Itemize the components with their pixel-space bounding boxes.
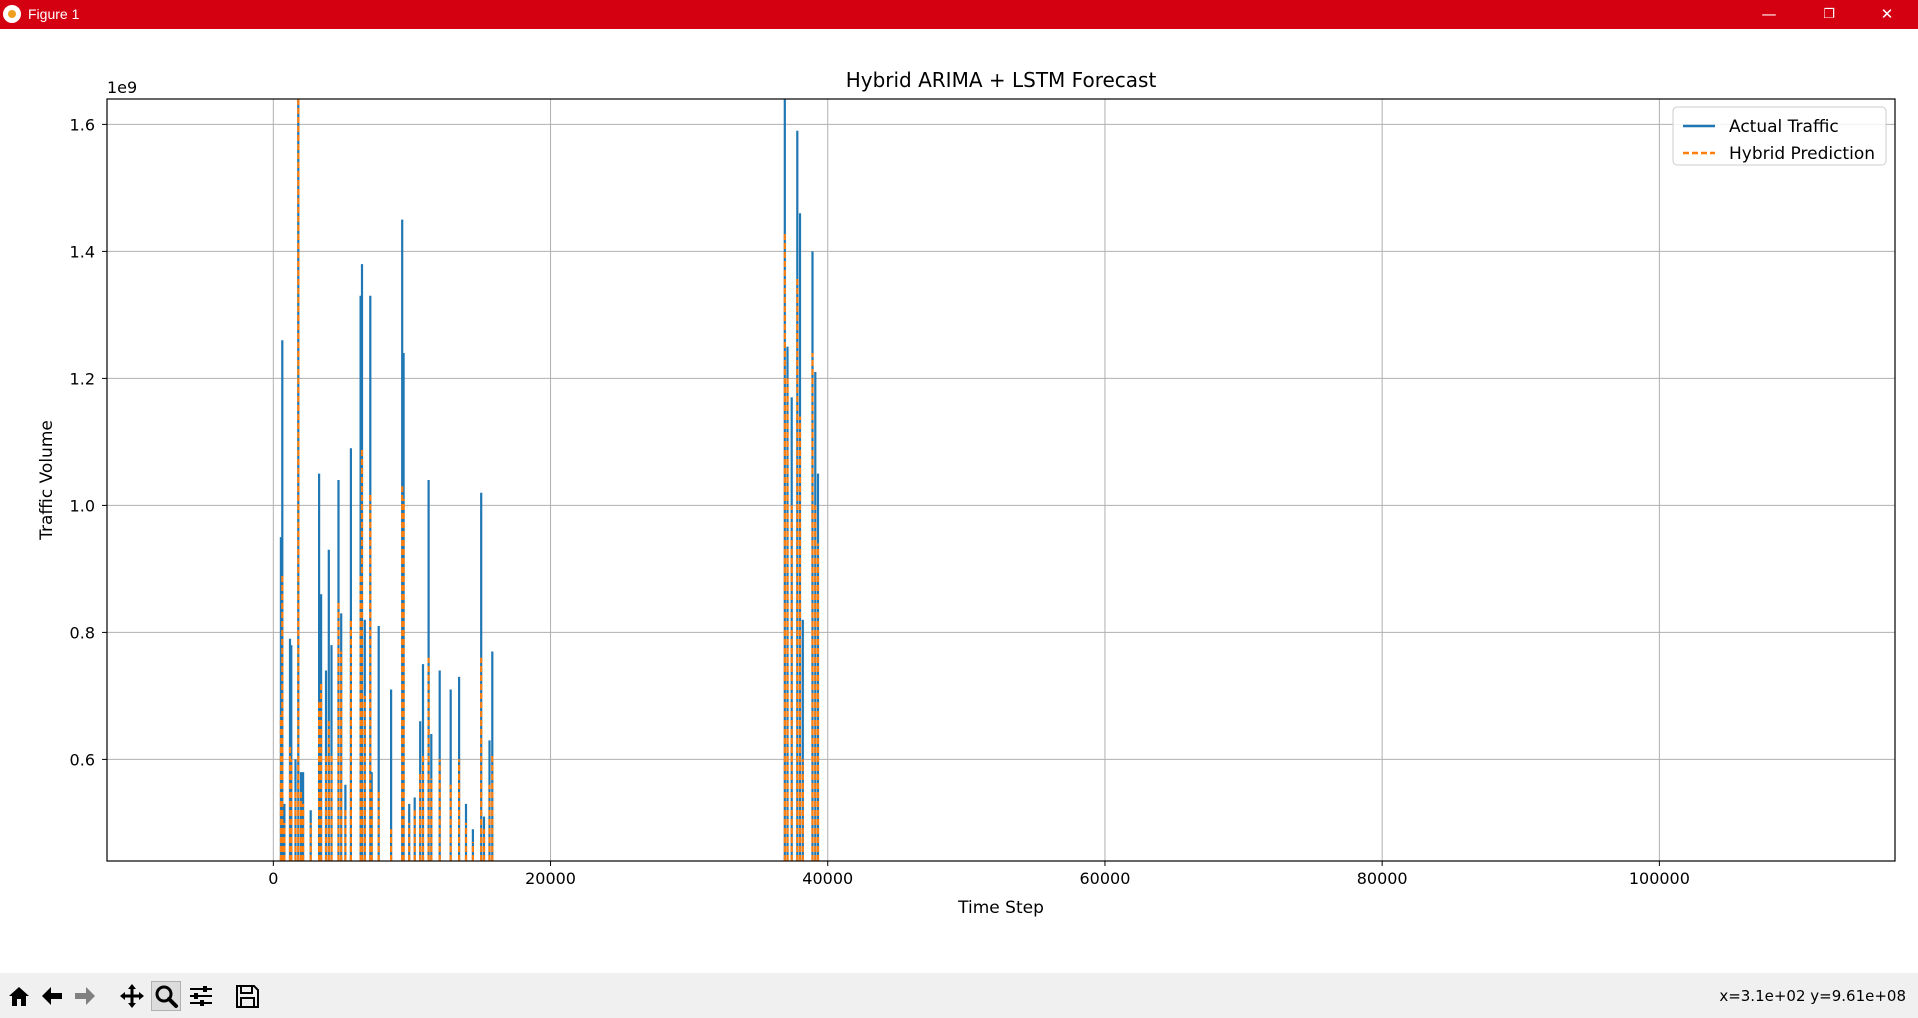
x-tick-label: 0 [268, 869, 278, 888]
chart-title: Hybrid ARIMA + LSTM Forecast [846, 68, 1157, 92]
axes-frame [106, 98, 1896, 862]
forward-button[interactable] [70, 981, 100, 1011]
x-tick-label: 20000 [525, 869, 576, 888]
save-button[interactable] [232, 981, 262, 1011]
legend-label: Hybrid Prediction [1729, 144, 1875, 164]
pan-button[interactable] [117, 981, 147, 1011]
legend-box [1672, 106, 1887, 166]
y-axis-label: Traffic Volume [37, 420, 57, 541]
close-button[interactable]: ✕ [1880, 5, 1894, 23]
zoom-icon [155, 985, 178, 1008]
y-tick-label: 1.4 [70, 242, 95, 261]
minimize-button[interactable]: — [1761, 5, 1777, 23]
y-tick-label: 1.0 [70, 496, 95, 515]
x-tick-label: 100000 [1629, 869, 1690, 888]
legend-label: Actual Traffic [1729, 117, 1839, 137]
y-tick-label: 1.6 [70, 115, 95, 134]
x-tick-label: 40000 [802, 869, 853, 888]
series-hybrid-prediction-line [279, 99, 820, 861]
window-titlebar: Figure 1 — ❐ ✕ [0, 0, 1918, 29]
configure-subplots-button[interactable] [186, 981, 216, 1011]
window-title: Figure 1 [28, 6, 80, 22]
x-tick-label: 60000 [1080, 869, 1131, 888]
pan-icon [120, 984, 144, 1008]
y-tick-label: 1.2 [70, 369, 95, 388]
y-tick-label: 0.6 [70, 750, 95, 769]
y-tick-label: 0.8 [70, 623, 95, 642]
maximize-button[interactable]: ❐ [1823, 7, 1835, 22]
forward-arrow-icon [75, 987, 95, 1005]
matplotlib-app-icon [3, 5, 21, 23]
y-offset-label: 1e9 [107, 78, 137, 97]
configure-subplots-icon [190, 986, 212, 1006]
x-tick-label: 80000 [1357, 869, 1408, 888]
chart[interactable]: 0 20000 40000 60000 80000 100000 0.6 0.8 1.0 1.2 1… [0, 29, 1918, 973]
x-axis-label: Time Step [957, 898, 1044, 918]
home-icon [9, 987, 29, 1006]
figure-canvas[interactable]: 0 20000 40000 60000 80000 100000 0.6 0.8 1.0 1.2 1… [0, 29, 1918, 973]
navigation-toolbar: x=3.1e+02 y=9.61e+08 [0, 973, 1918, 1018]
save-icon [236, 985, 259, 1008]
zoom-button[interactable] [151, 981, 181, 1011]
back-button[interactable] [37, 981, 67, 1011]
back-arrow-icon [42, 987, 62, 1005]
home-button[interactable] [4, 981, 34, 1011]
cursor-coordinates: x=3.1e+02 y=9.61e+08 [1719, 987, 1906, 1005]
